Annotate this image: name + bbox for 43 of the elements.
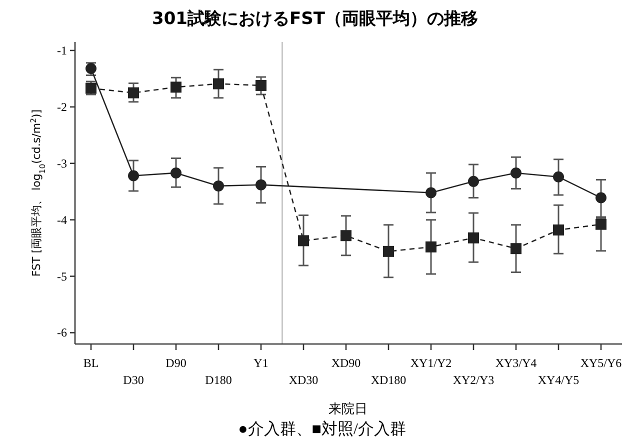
- point: [213, 180, 224, 192]
- x-tick-label: D90: [166, 356, 186, 370]
- y-tick-label: -4: [57, 212, 67, 227]
- x-tick-label: XD30: [288, 373, 318, 387]
- text: ●介入群、■対照/介入群: [238, 420, 406, 438]
- point: [256, 179, 266, 190]
- chart-title: 301試験におけるFST（両眼平均）の推移: [152, 9, 478, 29]
- x-tick-label: BL: [83, 356, 99, 370]
- x-tick-label: D30: [123, 373, 144, 387]
- x-tick-label: XY5/Y6: [580, 356, 622, 370]
- x-tick-label: Y1: [254, 356, 268, 370]
- y-tick-label: -6: [57, 326, 67, 340]
- x-tick-label: XY4/Y5: [538, 373, 580, 387]
- point: [553, 171, 564, 182]
- point: [510, 243, 522, 254]
- point: [170, 167, 182, 178]
- x-tick-label: XY2/Y3: [452, 373, 494, 387]
- point: [170, 82, 182, 93]
- point: [383, 246, 394, 257]
- point: [298, 235, 309, 246]
- x-axis-title: 来院日: [328, 401, 368, 416]
- point: [596, 192, 606, 204]
- point: [468, 176, 479, 187]
- x-tick-label: XY1/Y2: [410, 356, 452, 370]
- point: [553, 224, 564, 236]
- y-tick-label: -1: [57, 43, 67, 58]
- point: [128, 170, 139, 182]
- point: [340, 230, 352, 242]
- point: [468, 232, 479, 244]
- point: [128, 87, 139, 98]
- x-tick-label: XD90: [331, 356, 361, 370]
- point: [426, 187, 436, 198]
- point: [256, 80, 266, 91]
- point: [426, 241, 436, 252]
- y-tick-label: -2: [57, 100, 67, 114]
- x-tick-label: XY3/Y4: [495, 356, 537, 370]
- point: [596, 218, 606, 230]
- x-tick-label: XD180: [370, 373, 406, 387]
- point: [510, 167, 522, 178]
- x-tick-label: D180: [205, 373, 232, 387]
- y-tick-label: -5: [57, 269, 67, 284]
- point: [213, 78, 224, 90]
- y-tick-label: -3: [57, 156, 67, 170]
